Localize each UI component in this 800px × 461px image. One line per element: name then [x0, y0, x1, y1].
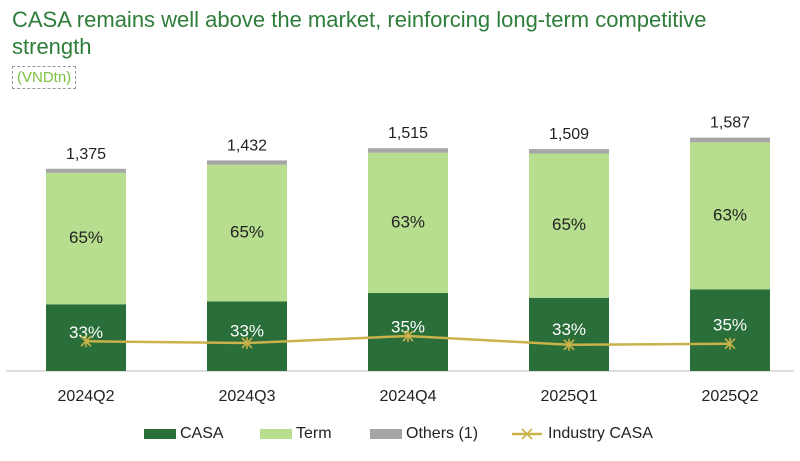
pct-label-casa-2024Q2: 33%: [69, 323, 103, 342]
bar-casa-2024Q3: [207, 301, 287, 371]
industry-casa-point-2024Q2: [80, 335, 92, 348]
pct-label-term-2024Q4: 63%: [391, 212, 425, 231]
total-label-2024Q3: 1,432: [227, 137, 267, 154]
legend-label-others-1: Others (1): [406, 425, 478, 442]
bar-term-2025Q2: [690, 142, 770, 290]
x-tick-label-2024Q4: 2024Q4: [380, 388, 437, 405]
bar-casa-2025Q1: [529, 297, 609, 371]
pct-label-casa-2025Q2: 35%: [713, 316, 747, 335]
x-tick-label-2025Q1: 2025Q1: [541, 388, 598, 405]
legend-item-term: Term: [260, 425, 332, 442]
chart-title: CASA remains well above the market, rein…: [12, 7, 707, 59]
bar-term-2024Q2: [46, 172, 126, 305]
legend-item-industry-casa: Industry CASA: [512, 425, 653, 442]
bar-others-1-2025Q1: [529, 149, 609, 154]
bar-others-1-2024Q3: [207, 160, 287, 165]
pct-label-casa-2024Q4: 35%: [391, 317, 425, 336]
industry-casa-point-2024Q3: [241, 337, 253, 349]
total-label-2024Q4: 1,515: [388, 125, 428, 142]
total-label-2025Q2: 1,587: [710, 115, 750, 132]
pct-label-casa-2024Q3: 33%: [230, 322, 264, 341]
bar-others-1-2024Q2: [46, 168, 126, 173]
bar-others-1-2024Q4: [368, 148, 448, 153]
x-tick-label-2024Q2: 2024Q2: [58, 388, 115, 405]
bar-casa-2025Q2: [690, 289, 770, 371]
legend-swatch-term: [260, 429, 292, 439]
industry-casa-point-2025Q1: [563, 338, 575, 351]
legend-label-casa: CASA: [180, 425, 224, 442]
unit-label: (VNDtn): [12, 66, 77, 89]
total-label-2024Q2: 1,375: [66, 146, 106, 163]
x-tick-label-2025Q2: 2025Q2: [702, 388, 759, 405]
legend-swatch-casa: [144, 429, 176, 439]
pct-label-term-2024Q2: 65%: [69, 228, 103, 247]
bars-group: [46, 137, 770, 371]
legend-item-casa: CASA: [144, 425, 224, 442]
industry-line-group: [80, 330, 736, 351]
bar-others-1-2025Q2: [690, 137, 770, 143]
pct-label-term-2024Q3: 65%: [230, 223, 264, 242]
total-label-2025Q1: 1,509: [549, 126, 589, 143]
labels-group: 1,375 33% 65% 2024Q2 1,432 33% 65% 2024Q3 1,515 3…: [58, 115, 759, 405]
industry-casa-point-2024Q4: [402, 330, 414, 342]
bar-term-2025Q1: [529, 153, 609, 298]
legend: CASA Term Others (1) Industry CASA: [144, 425, 653, 442]
legend-item-others-1: Others (1): [370, 425, 478, 442]
legend-label-industry-casa: Industry CASA: [548, 425, 653, 442]
pct-label-casa-2025Q1: 33%: [552, 320, 586, 339]
bar-term-2024Q4: [368, 152, 448, 294]
legend-swatch-others-1: [370, 429, 402, 439]
bar-term-2024Q3: [207, 164, 287, 302]
x-tick-label-2024Q3: 2024Q3: [219, 388, 276, 405]
pct-label-term-2025Q2: 63%: [713, 205, 747, 224]
pct-label-term-2025Q1: 65%: [552, 215, 586, 234]
industry-casa-point-2025Q2: [724, 337, 736, 350]
legend-label-term: Term: [296, 425, 332, 442]
